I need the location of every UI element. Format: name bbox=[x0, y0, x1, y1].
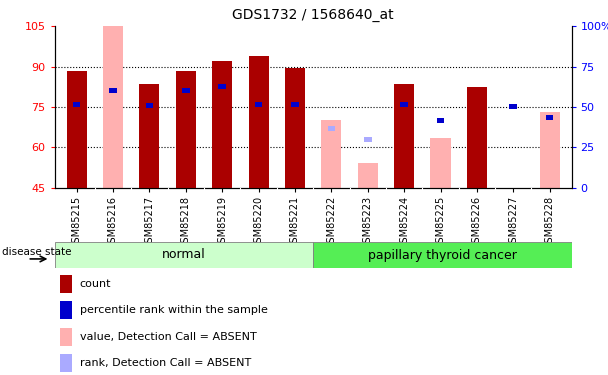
Bar bbox=[540, 112, 560, 188]
Bar bbox=[218, 84, 226, 89]
Bar bbox=[400, 102, 408, 106]
Text: GSM85221: GSM85221 bbox=[290, 196, 300, 249]
Bar bbox=[60, 302, 72, 320]
Bar bbox=[285, 68, 305, 188]
Text: GSM85222: GSM85222 bbox=[326, 196, 336, 249]
Bar bbox=[394, 84, 414, 188]
FancyBboxPatch shape bbox=[55, 242, 313, 268]
Text: count: count bbox=[80, 279, 111, 289]
Text: value, Detection Call = ABSENT: value, Detection Call = ABSENT bbox=[80, 332, 257, 342]
Bar bbox=[212, 61, 232, 188]
Bar bbox=[60, 275, 72, 293]
Bar bbox=[358, 164, 378, 188]
Bar bbox=[182, 88, 190, 93]
Text: GSM85226: GSM85226 bbox=[472, 196, 482, 249]
Text: disease state: disease state bbox=[2, 247, 71, 257]
Text: GSM85227: GSM85227 bbox=[508, 196, 518, 249]
Bar bbox=[66, 70, 86, 188]
Text: papillary thyroid cancer: papillary thyroid cancer bbox=[368, 249, 517, 261]
Bar bbox=[145, 103, 153, 108]
Bar bbox=[60, 354, 72, 372]
Bar bbox=[176, 70, 196, 188]
Bar bbox=[321, 120, 341, 188]
Bar bbox=[364, 137, 371, 141]
Bar bbox=[60, 328, 72, 346]
Title: GDS1732 / 1568640_at: GDS1732 / 1568640_at bbox=[232, 9, 394, 22]
Bar bbox=[109, 88, 117, 93]
Text: GSM85217: GSM85217 bbox=[144, 196, 154, 249]
Text: GSM85216: GSM85216 bbox=[108, 196, 118, 249]
Bar bbox=[291, 102, 299, 106]
Bar bbox=[139, 84, 159, 188]
Text: GSM85224: GSM85224 bbox=[399, 196, 409, 249]
Text: percentile rank within the sample: percentile rank within the sample bbox=[80, 305, 268, 315]
Bar bbox=[73, 102, 80, 106]
FancyBboxPatch shape bbox=[313, 242, 572, 268]
Bar bbox=[546, 115, 553, 120]
Text: GSM85220: GSM85220 bbox=[254, 196, 263, 249]
Bar bbox=[249, 56, 269, 188]
Bar bbox=[437, 118, 444, 123]
Text: GSM85228: GSM85228 bbox=[545, 196, 554, 249]
Bar bbox=[255, 102, 262, 106]
Bar bbox=[430, 138, 451, 188]
Bar bbox=[467, 87, 487, 188]
Text: GSM85218: GSM85218 bbox=[181, 196, 191, 249]
Bar bbox=[510, 105, 517, 109]
Bar bbox=[328, 126, 335, 131]
Text: normal: normal bbox=[162, 249, 206, 261]
Text: GSM85215: GSM85215 bbox=[72, 196, 81, 249]
Text: GSM85225: GSM85225 bbox=[435, 196, 446, 249]
Bar bbox=[103, 26, 123, 188]
Text: GSM85223: GSM85223 bbox=[363, 196, 373, 249]
Text: rank, Detection Call = ABSENT: rank, Detection Call = ABSENT bbox=[80, 358, 251, 368]
Text: GSM85219: GSM85219 bbox=[217, 196, 227, 249]
